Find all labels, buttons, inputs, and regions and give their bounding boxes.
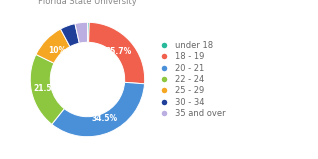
Text: 25.7%: 25.7% — [106, 47, 132, 56]
Text: 21.5%: 21.5% — [33, 84, 59, 93]
Wedge shape — [87, 22, 89, 42]
Wedge shape — [36, 29, 70, 63]
Wedge shape — [52, 82, 144, 137]
Title: Age of Students at
Florida State University: Age of Students at Florida State Univers… — [38, 0, 137, 6]
Wedge shape — [60, 24, 79, 47]
Legend: under 18, 18 - 19, 20 - 21, 22 - 24, 25 - 29, 30 - 34, 35 and over: under 18, 18 - 19, 20 - 21, 22 - 24, 25 … — [156, 41, 226, 118]
Text: 34.5%: 34.5% — [91, 114, 117, 123]
Wedge shape — [89, 22, 145, 84]
Wedge shape — [75, 22, 87, 43]
Text: 10%: 10% — [48, 46, 66, 55]
Wedge shape — [30, 55, 64, 124]
